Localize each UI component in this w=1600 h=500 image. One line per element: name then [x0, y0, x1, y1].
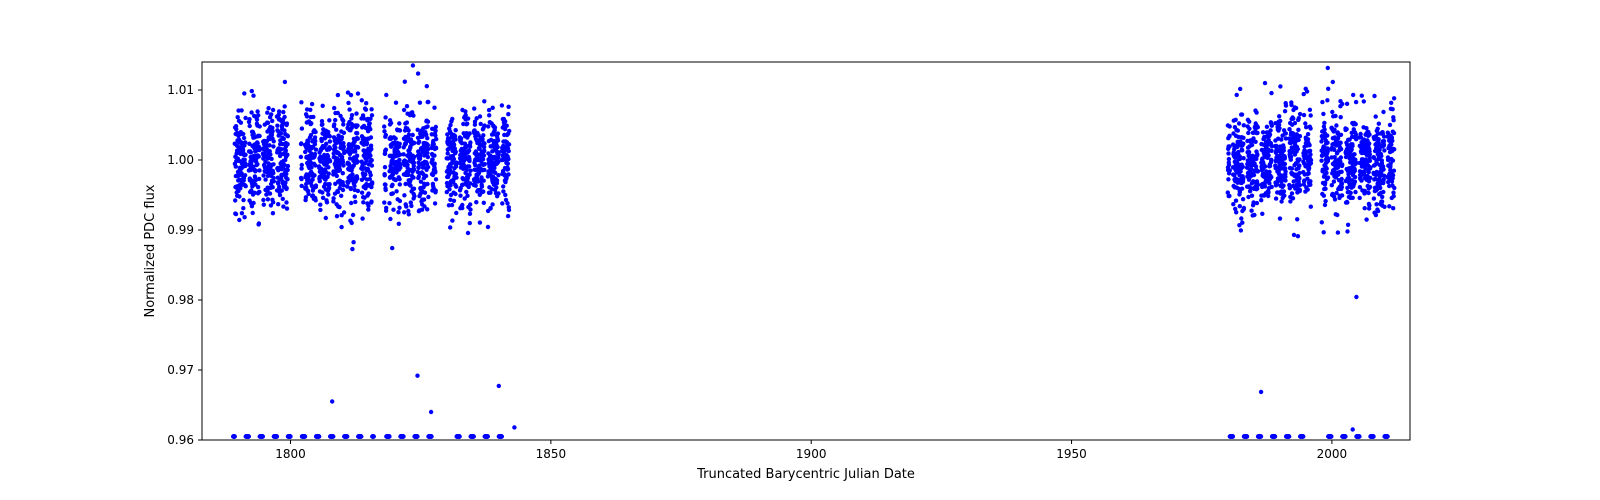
y-tick-label: 1.01 [167, 83, 194, 97]
y-tick-label: 0.98 [167, 293, 194, 307]
lightcurve-chart: 1800 1850 1900 1950 2000 0.96 0.97 0.98 0.99 1.0… [0, 0, 1600, 500]
x-ticks: 1800 1850 1900 1950 2000 [275, 440, 1347, 461]
y-tick-label: 0.97 [167, 363, 194, 377]
y-axis-label: Normalized PDC flux [143, 184, 158, 317]
y-tick-label: 1.00 [167, 153, 194, 167]
x-tick-label: 1950 [1056, 447, 1087, 461]
scatter-points [231, 63, 1397, 438]
y-ticks: 0.96 0.97 0.98 0.99 1.00 1.01 [167, 83, 202, 447]
chart-svg: 1800 1850 1900 1950 2000 0.96 0.97 0.98 0.99 1.0… [0, 0, 1600, 500]
plot-border [202, 62, 1410, 440]
x-tick-label: 1850 [536, 447, 567, 461]
x-tick-label: 1900 [796, 447, 827, 461]
x-tick-label: 2000 [1317, 447, 1348, 461]
y-tick-label: 0.99 [167, 223, 194, 237]
x-axis-label: Truncated Barycentric Julian Date [696, 467, 915, 482]
y-tick-label: 0.96 [167, 433, 194, 447]
x-tick-label: 1800 [275, 447, 306, 461]
